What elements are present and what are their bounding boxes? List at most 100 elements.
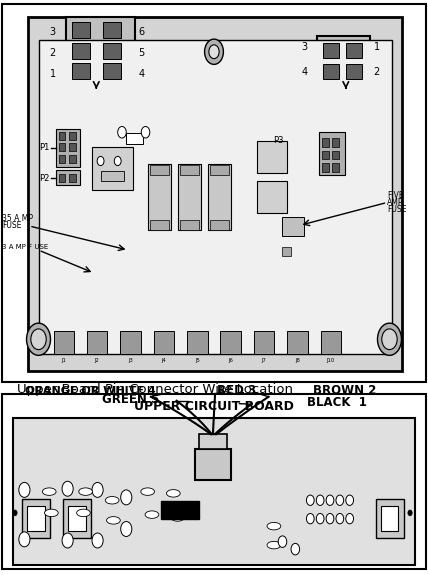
Bar xyxy=(319,132,345,175)
Circle shape xyxy=(205,39,223,64)
Bar xyxy=(376,499,404,538)
Circle shape xyxy=(19,482,30,497)
Bar xyxy=(72,63,90,79)
Text: FUSE: FUSE xyxy=(387,205,407,214)
Ellipse shape xyxy=(267,522,281,530)
Circle shape xyxy=(92,533,103,548)
Text: FIVE: FIVE xyxy=(387,191,404,200)
Circle shape xyxy=(118,126,126,138)
Bar xyxy=(322,138,329,147)
Circle shape xyxy=(382,329,397,350)
Text: 2: 2 xyxy=(49,48,56,58)
Bar xyxy=(332,163,339,172)
Bar xyxy=(254,331,274,354)
Text: 3: 3 xyxy=(50,27,56,37)
Bar xyxy=(178,164,201,230)
Ellipse shape xyxy=(105,496,119,504)
Circle shape xyxy=(326,495,334,505)
Text: 3 A MP F USE: 3 A MP F USE xyxy=(2,244,48,250)
Bar xyxy=(92,147,133,190)
Bar xyxy=(150,165,169,175)
Circle shape xyxy=(336,495,344,505)
Bar xyxy=(180,165,199,175)
Bar xyxy=(195,448,231,480)
Text: J5: J5 xyxy=(195,358,200,363)
Text: RED 3: RED 3 xyxy=(217,384,256,397)
Text: 35 A MP: 35 A MP xyxy=(2,214,33,223)
Bar xyxy=(332,138,339,147)
Text: P3: P3 xyxy=(273,136,284,145)
Bar xyxy=(282,217,304,236)
Bar xyxy=(39,40,392,354)
Ellipse shape xyxy=(107,516,120,524)
Text: 5: 5 xyxy=(138,48,145,58)
Bar xyxy=(2,4,426,382)
Bar xyxy=(68,506,86,531)
Bar xyxy=(148,164,171,230)
Bar xyxy=(257,181,287,213)
Bar xyxy=(257,141,287,172)
Bar xyxy=(63,499,91,538)
Bar xyxy=(220,331,241,354)
Ellipse shape xyxy=(171,514,184,521)
Circle shape xyxy=(114,156,121,166)
Bar xyxy=(13,418,415,565)
Bar xyxy=(381,506,398,531)
Circle shape xyxy=(346,495,354,505)
Text: GREEN 5: GREEN 5 xyxy=(102,393,159,406)
Bar xyxy=(287,331,308,354)
Bar xyxy=(66,17,135,85)
Bar xyxy=(126,133,143,144)
Ellipse shape xyxy=(45,509,58,516)
Text: 1: 1 xyxy=(374,42,380,52)
Circle shape xyxy=(316,495,324,505)
Bar xyxy=(87,331,107,354)
Circle shape xyxy=(326,513,334,524)
Circle shape xyxy=(121,490,132,505)
Text: 3: 3 xyxy=(301,42,307,52)
Bar xyxy=(323,64,339,79)
Bar xyxy=(154,331,174,354)
Bar xyxy=(187,331,208,354)
Bar xyxy=(103,63,121,79)
Ellipse shape xyxy=(145,511,159,519)
Ellipse shape xyxy=(166,490,180,497)
Circle shape xyxy=(97,156,104,166)
Circle shape xyxy=(209,45,219,59)
Circle shape xyxy=(306,513,314,524)
Bar xyxy=(28,17,402,371)
Circle shape xyxy=(27,323,51,355)
Circle shape xyxy=(316,513,324,524)
Ellipse shape xyxy=(77,509,90,516)
Text: BLACK  1: BLACK 1 xyxy=(307,396,367,409)
Circle shape xyxy=(346,513,354,524)
Bar xyxy=(69,155,76,163)
Bar xyxy=(59,132,65,140)
Bar xyxy=(59,155,65,163)
Bar xyxy=(208,164,231,230)
Text: 4: 4 xyxy=(138,68,144,79)
Bar xyxy=(323,43,339,58)
Circle shape xyxy=(306,495,314,505)
Bar xyxy=(59,143,65,151)
Text: J7: J7 xyxy=(262,358,267,363)
Bar xyxy=(56,170,80,185)
Circle shape xyxy=(121,522,132,536)
Text: ORANGE OR WHITE 4: ORANGE OR WHITE 4 xyxy=(24,386,155,396)
Bar xyxy=(103,43,121,59)
Bar xyxy=(317,36,370,85)
Text: Upper Board Pin Connector Wire Location: Upper Board Pin Connector Wire Location xyxy=(17,384,293,396)
Text: J6: J6 xyxy=(228,358,233,363)
Circle shape xyxy=(291,543,300,555)
Bar xyxy=(103,22,121,38)
Circle shape xyxy=(336,513,344,524)
Bar xyxy=(210,220,229,230)
Text: J2: J2 xyxy=(95,358,100,363)
Circle shape xyxy=(377,323,401,355)
Bar xyxy=(180,220,199,230)
Bar xyxy=(322,151,329,159)
Circle shape xyxy=(141,126,150,138)
Circle shape xyxy=(13,510,17,516)
Text: 4: 4 xyxy=(301,67,307,78)
Text: AMP: AMP xyxy=(387,198,404,207)
